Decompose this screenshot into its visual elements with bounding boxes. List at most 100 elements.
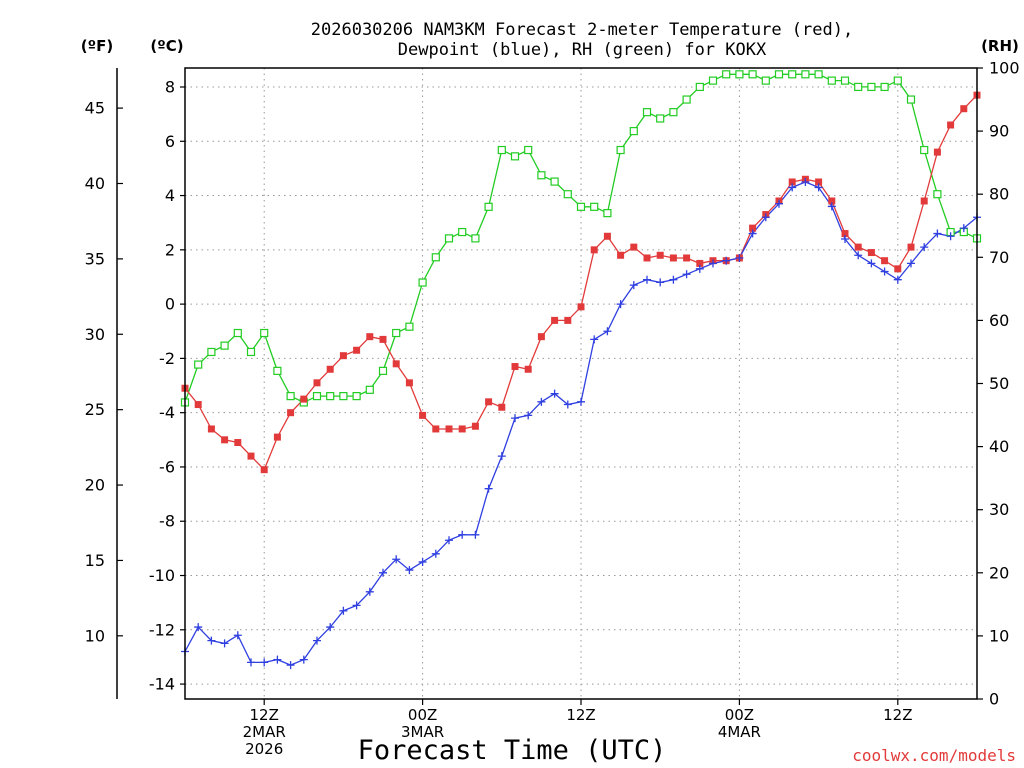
x-tick-label: 00Z — [725, 706, 754, 724]
dewpoint-point — [709, 259, 717, 268]
rh-point — [669, 108, 678, 117]
rh-tick-label: 70 — [989, 248, 1009, 267]
dewpoint-point — [603, 327, 612, 336]
temperature-point — [854, 243, 862, 251]
dewpoint-point — [907, 259, 915, 268]
temperature-point — [841, 230, 849, 238]
rh-point — [774, 70, 784, 79]
temperature-point — [471, 422, 479, 430]
rh-point — [510, 152, 520, 161]
rh-point — [431, 253, 440, 262]
rh-point — [339, 392, 348, 401]
dewpoint-point — [788, 183, 797, 192]
temperature-point — [920, 197, 928, 205]
rh-point — [735, 70, 744, 79]
x-axis-title: Forecast Time (UTC) — [358, 735, 667, 766]
rh-point — [405, 322, 414, 331]
dewpoint-point — [643, 275, 651, 284]
fahrenheit-tick-label: 45 — [85, 99, 105, 118]
celsius-unit-label: (ºC) — [150, 37, 183, 55]
temperature-point — [405, 379, 413, 387]
temperature-point — [590, 246, 598, 254]
rh-point — [246, 347, 256, 357]
dewpoint-point — [814, 183, 823, 192]
dewpoint-point — [748, 229, 757, 238]
dewpoint-point — [616, 300, 625, 309]
dewpoint-point — [497, 452, 506, 461]
rh-point — [788, 70, 797, 79]
rh-point — [576, 202, 586, 211]
temperature-point — [603, 232, 611, 240]
temperature-point — [564, 316, 572, 324]
temperature-point — [683, 254, 691, 262]
rh-point — [893, 76, 902, 85]
temperature-point — [815, 178, 823, 186]
rh-point — [748, 70, 757, 79]
temperature-point — [894, 265, 902, 273]
rh-point — [418, 278, 427, 287]
dewpoint-point — [392, 555, 401, 564]
fahrenheit-tick-label: 40 — [85, 174, 105, 193]
x-tick-label: 12Z — [566, 706, 595, 724]
temperature-point — [445, 425, 453, 433]
dewpoint-point — [233, 631, 242, 640]
rh-point — [378, 366, 388, 375]
dewpoint-point — [563, 400, 572, 409]
temperature-point — [907, 243, 915, 251]
rh-tick-label: 40 — [989, 437, 1009, 456]
dewpoint-point — [629, 281, 638, 290]
temperature-point — [577, 303, 585, 311]
rh-point — [854, 82, 863, 92]
temperature-point — [392, 360, 400, 368]
temperature-point — [419, 411, 427, 419]
temperature-point — [617, 251, 625, 259]
fahrenheit-tick-label: 15 — [85, 551, 105, 570]
dewpoint-point — [775, 199, 783, 208]
dewpoint-point — [933, 229, 942, 238]
rh-point — [616, 145, 625, 155]
rh-point — [920, 145, 929, 155]
fahrenheit-tick-label: 35 — [85, 249, 105, 268]
dewpoint-point — [801, 177, 810, 186]
dewpoint-point — [207, 636, 216, 645]
temperature-point — [221, 436, 229, 444]
rh-point — [220, 341, 229, 350]
dewpoint-point — [893, 275, 902, 284]
temperature-point — [458, 425, 466, 433]
x-tick-label: 12Z — [883, 706, 912, 724]
rh-point — [801, 70, 810, 79]
temperature-point — [432, 425, 440, 433]
temperature-point — [485, 398, 493, 406]
temperature-point — [696, 259, 704, 267]
rh-point — [695, 82, 704, 92]
rh-point — [273, 366, 282, 375]
dewpoint-point — [682, 270, 691, 279]
celsius-tick-label: 4 — [165, 186, 175, 205]
rh-point — [682, 95, 691, 104]
temperature-point — [287, 409, 295, 417]
temperature-point — [537, 333, 545, 341]
dewpoint-point — [458, 530, 467, 539]
dewpoint-point — [761, 213, 770, 222]
rh-point — [814, 70, 823, 79]
temperature-point — [234, 439, 242, 447]
temperature-point — [326, 365, 334, 373]
chart-title-line2: Dewpoint (blue), RH (green) for KOKX — [398, 40, 767, 60]
dewpoint-point — [339, 606, 348, 615]
dewpoint-point — [854, 251, 863, 260]
rh-point — [906, 95, 916, 104]
rh-point — [392, 328, 401, 338]
fahrenheit-tick-label: 25 — [85, 400, 105, 419]
dewpoint-point — [735, 253, 744, 262]
x-tick-label: 4MAR — [718, 723, 761, 741]
rh-point — [233, 328, 242, 338]
celsius-tick-label: 8 — [165, 77, 175, 96]
rh-point — [708, 76, 718, 85]
temperature-point — [947, 121, 955, 129]
dewpoint-point — [695, 264, 704, 273]
rh-point — [603, 209, 612, 218]
x-tick-label: 2MAR — [243, 723, 286, 741]
dewpoint-point — [405, 566, 414, 575]
temperature-point — [273, 433, 281, 441]
rh-point — [563, 190, 572, 199]
